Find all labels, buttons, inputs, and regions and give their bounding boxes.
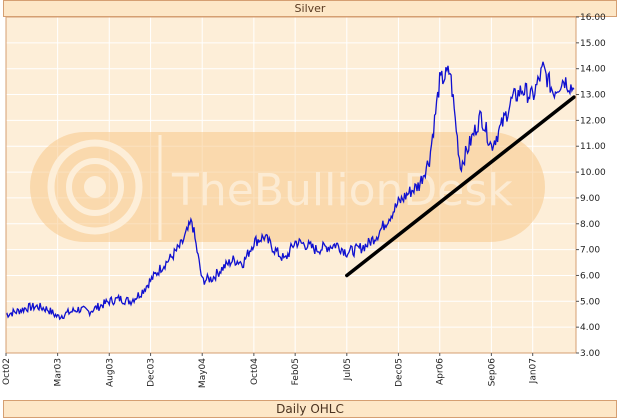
y-tick-label: 15.00 <box>580 39 606 49</box>
watermark-text: TheBullionDesk <box>171 165 513 216</box>
x-tick-label: Sep06 <box>487 358 497 387</box>
y-tick-label: 7.00 <box>580 246 600 256</box>
x-tick-label: Oct04 <box>250 358 260 385</box>
y-tick-label: 4.00 <box>580 323 600 333</box>
x-tick-label: Dec05 <box>394 358 404 387</box>
price-series-line <box>5 61 575 321</box>
x-tick-label: Apr06 <box>436 358 446 385</box>
x-tick-label: Jan07 <box>529 358 539 384</box>
x-tick-label: Feb05 <box>291 358 301 385</box>
x-tick-label: Aug03 <box>105 358 115 387</box>
y-tick-label: 3.00 <box>580 349 600 359</box>
watermark-logo-inner-ring <box>66 158 124 216</box>
watermark-logo-dot <box>84 176 106 198</box>
trendline <box>345 95 576 278</box>
x-tick-label: Dec03 <box>147 358 157 387</box>
x-tick-label: Jul05 <box>343 358 353 381</box>
chart-footer-label: Daily OHLC <box>3 400 617 418</box>
y-tick-label: 8.00 <box>580 220 600 230</box>
y-tick-label: 9.00 <box>580 194 600 204</box>
y-axis: 3.00 4.00 5.00 6.00 7.00 8.00 9.00 10.00 11.00 12… <box>576 13 606 359</box>
watermark-logo-outer-ring <box>47 139 143 235</box>
y-tick-label: 12.00 <box>580 116 606 126</box>
x-tick-label: May04 <box>198 358 208 388</box>
y-tick-label: 11.00 <box>580 142 606 152</box>
y-tick-label: 10.00 <box>580 168 606 178</box>
y-tick-label: 14.00 <box>580 65 606 75</box>
y-tick-label: 5.00 <box>580 297 600 307</box>
x-axis: Oct02 Mar03 Aug03 Dec03 May04 Oct04 Feb05 Jul05… <box>2 353 539 388</box>
y-tick-label: 16.00 <box>580 13 606 23</box>
x-tick-label: Mar03 <box>54 358 64 386</box>
plot-frame <box>5 16 577 354</box>
y-tick-label: 13.00 <box>580 91 606 101</box>
watermark: TheBullionDesk <box>30 132 545 242</box>
y-tick-label: 6.00 <box>580 271 600 281</box>
x-tick-label: Oct02 <box>2 358 12 385</box>
